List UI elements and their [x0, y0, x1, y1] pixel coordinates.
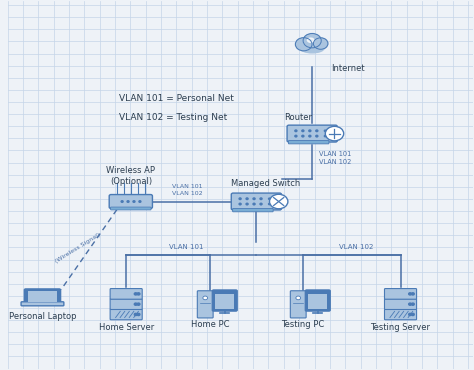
FancyBboxPatch shape — [309, 294, 327, 309]
FancyBboxPatch shape — [384, 309, 417, 320]
FancyBboxPatch shape — [384, 299, 417, 309]
FancyBboxPatch shape — [110, 207, 151, 210]
Circle shape — [296, 296, 301, 300]
Circle shape — [324, 130, 326, 131]
Text: (Wireless Signal): (Wireless Signal) — [54, 232, 101, 264]
FancyBboxPatch shape — [290, 291, 306, 318]
Circle shape — [260, 203, 262, 205]
Circle shape — [134, 303, 137, 305]
Circle shape — [324, 135, 326, 137]
Circle shape — [121, 201, 123, 202]
Text: Managed Switch: Managed Switch — [231, 179, 300, 188]
Text: Home Server: Home Server — [99, 323, 154, 332]
Text: VLAN 101
VLAN 102: VLAN 101 VLAN 102 — [319, 151, 352, 165]
Text: Testing Server: Testing Server — [371, 323, 430, 332]
Circle shape — [239, 198, 241, 199]
Circle shape — [134, 293, 137, 295]
Circle shape — [302, 135, 304, 137]
Circle shape — [269, 204, 270, 205]
Circle shape — [411, 303, 414, 305]
Circle shape — [137, 293, 140, 295]
Circle shape — [295, 135, 297, 137]
Ellipse shape — [295, 38, 312, 51]
FancyBboxPatch shape — [197, 291, 213, 318]
Circle shape — [127, 201, 129, 202]
Text: VLAN 101: VLAN 101 — [169, 244, 204, 250]
Circle shape — [139, 201, 141, 202]
Circle shape — [302, 130, 304, 132]
Circle shape — [309, 135, 311, 137]
Text: Internet: Internet — [331, 64, 365, 73]
FancyBboxPatch shape — [289, 141, 329, 144]
Circle shape — [260, 198, 262, 199]
Text: VLAN 101
VLAN 102: VLAN 101 VLAN 102 — [172, 184, 202, 196]
Circle shape — [239, 203, 241, 205]
Ellipse shape — [303, 34, 321, 48]
Circle shape — [309, 130, 311, 132]
Text: VLAN 102 = Testing Net: VLAN 102 = Testing Net — [119, 112, 228, 122]
Text: VLAN 102: VLAN 102 — [339, 244, 374, 250]
Circle shape — [137, 303, 140, 305]
FancyBboxPatch shape — [110, 309, 142, 320]
Ellipse shape — [307, 38, 314, 42]
Circle shape — [134, 313, 137, 316]
Text: Home PC: Home PC — [191, 320, 229, 329]
Text: Router: Router — [284, 113, 312, 122]
Circle shape — [253, 203, 255, 205]
Circle shape — [269, 198, 270, 199]
FancyBboxPatch shape — [24, 289, 61, 304]
Circle shape — [203, 296, 208, 300]
Text: Testing PC: Testing PC — [281, 320, 325, 329]
Circle shape — [295, 130, 297, 132]
Text: Wireless AP
(Optional): Wireless AP (Optional) — [106, 166, 155, 186]
FancyBboxPatch shape — [287, 125, 337, 142]
Circle shape — [316, 130, 318, 132]
Circle shape — [133, 201, 135, 202]
FancyBboxPatch shape — [21, 302, 64, 306]
Circle shape — [409, 293, 411, 295]
Text: VLAN 101 = Personal Net: VLAN 101 = Personal Net — [119, 94, 234, 103]
Text: Personal Laptop: Personal Laptop — [9, 312, 76, 322]
Circle shape — [270, 194, 288, 209]
Ellipse shape — [313, 38, 328, 49]
FancyBboxPatch shape — [212, 290, 237, 311]
Circle shape — [316, 135, 318, 137]
FancyBboxPatch shape — [110, 289, 142, 299]
Circle shape — [325, 126, 344, 141]
Circle shape — [253, 198, 255, 199]
FancyBboxPatch shape — [305, 290, 330, 311]
FancyBboxPatch shape — [109, 195, 153, 209]
FancyBboxPatch shape — [233, 209, 273, 212]
Circle shape — [411, 293, 414, 295]
Circle shape — [411, 313, 414, 316]
Circle shape — [137, 313, 140, 316]
FancyBboxPatch shape — [28, 291, 57, 302]
Circle shape — [246, 203, 248, 205]
Circle shape — [409, 303, 411, 305]
FancyBboxPatch shape — [231, 193, 282, 210]
FancyBboxPatch shape — [110, 299, 142, 309]
Circle shape — [246, 198, 248, 199]
Ellipse shape — [300, 43, 324, 53]
FancyBboxPatch shape — [216, 294, 234, 309]
Circle shape — [409, 313, 411, 316]
FancyBboxPatch shape — [384, 289, 417, 299]
